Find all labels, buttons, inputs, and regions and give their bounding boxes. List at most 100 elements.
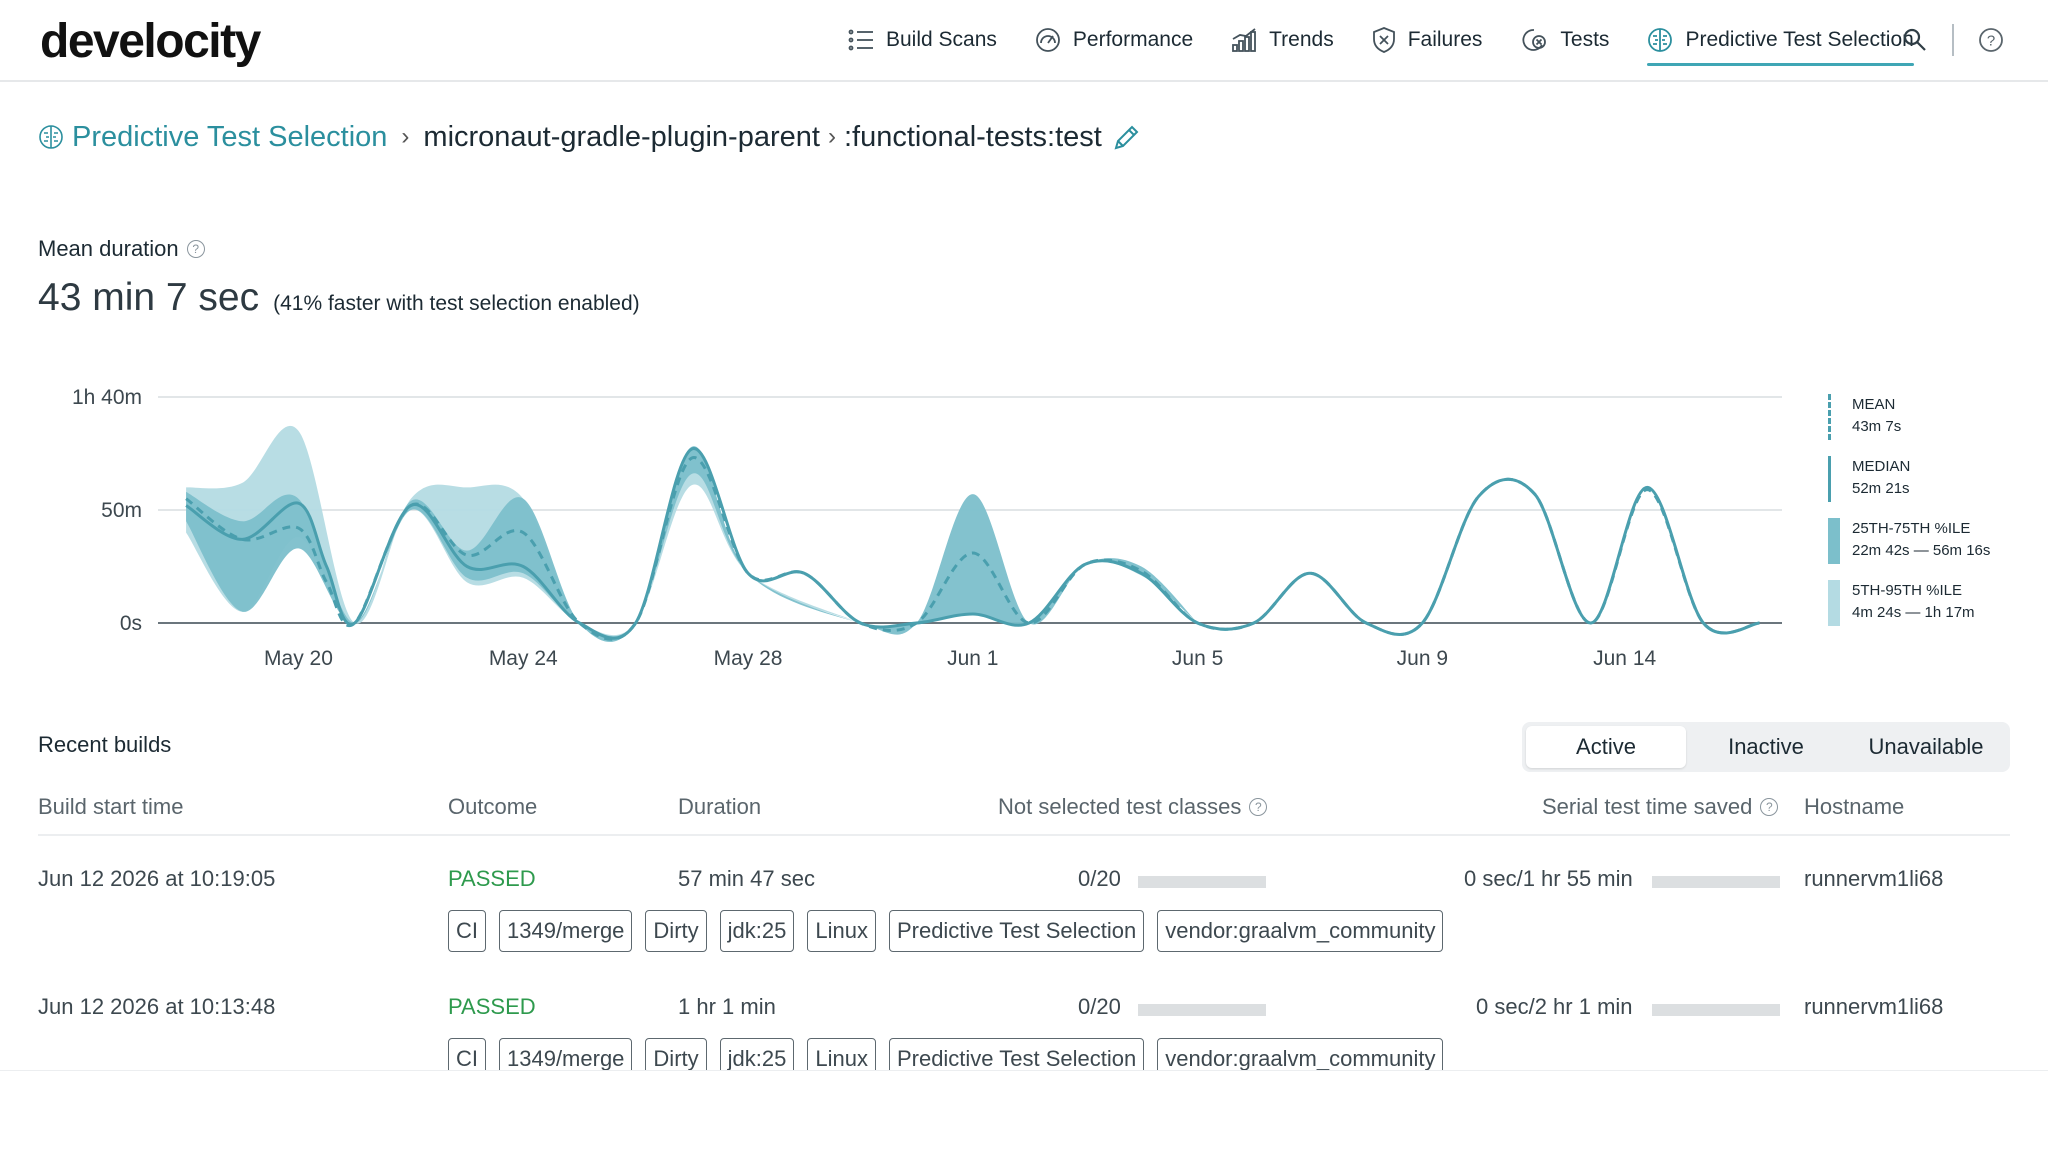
not-selected-progress-bar bbox=[1138, 876, 1266, 888]
build-duration: 57 min 47 sec bbox=[678, 866, 815, 891]
tag-jdk[interactable]: jdk:25 bbox=[719, 910, 795, 952]
svg-text:?: ? bbox=[1987, 33, 1995, 50]
build-start-time[interactable]: Jun 12 2026 at 10:19:05 bbox=[38, 866, 276, 891]
nav-label: Predictive Test Selection bbox=[1685, 28, 1914, 51]
legend-5-95: 5TH-95TH %ILE 4m 24s — 1h 17m bbox=[1828, 580, 1990, 626]
col-not-selected[interactable]: Not selected test classes ? bbox=[998, 794, 1268, 820]
col-not-selected-label: Not selected test classes bbox=[998, 794, 1242, 819]
top-navigation-bar: develocity Build Scans Performance Trend… bbox=[0, 0, 2048, 82]
tag-vendor[interactable]: vendor:graalvm_community bbox=[1157, 910, 1444, 952]
help-icon[interactable]: ? bbox=[1978, 27, 2004, 53]
mean-duration-value: 43 min 7 sec (41% faster with test selec… bbox=[38, 276, 640, 320]
pencil-edit-icon[interactable] bbox=[1112, 122, 1142, 152]
legend-median: MEDIAN 52m 21s bbox=[1828, 456, 1990, 502]
chart-x-axis: May 20 May 24 May 28 Jun 1 Jun 5 Jun 9 Jun 14 bbox=[264, 647, 1656, 670]
table-row[interactable]: Jun 12 2026 at 10:19:05 PASSED 57 min 47… bbox=[38, 866, 2010, 994]
tag-branch[interactable]: 1349/merge bbox=[499, 1038, 633, 1080]
x-tick-label: Jun 1 bbox=[947, 647, 998, 670]
nav-label: Trends bbox=[1269, 28, 1334, 51]
x-tick-label: May 28 bbox=[714, 647, 783, 670]
median-line bbox=[185, 447, 1760, 640]
mean-duration-note: (41% faster with test selection enabled) bbox=[273, 292, 640, 315]
y-tick-label: 1h 40m bbox=[72, 386, 142, 409]
tag-pts[interactable]: Predictive Test Selection bbox=[888, 1038, 1145, 1080]
x-tick-label: Jun 5 bbox=[1172, 647, 1223, 670]
col-build-start-time[interactable]: Build start time bbox=[38, 794, 184, 819]
builds-table-header: Build start time Outcome Duration Not se… bbox=[38, 786, 2010, 836]
filter-active-button[interactable]: Active bbox=[1526, 726, 1686, 768]
filter-inactive-button[interactable]: Inactive bbox=[1728, 734, 1804, 759]
tag-dirty[interactable]: Dirty bbox=[645, 910, 707, 952]
y-tick-label: 0s bbox=[120, 612, 142, 635]
table-row[interactable]: Jun 12 2026 at 10:13:48 PASSED 1 hr 1 mi… bbox=[38, 994, 2010, 1122]
legend-swatch-5-95 bbox=[1828, 580, 1840, 626]
chart-y-axis: 0s 50m 1h 40m bbox=[72, 386, 142, 635]
breadcrumb-project: micronaut-gradle-plugin-parent bbox=[423, 120, 820, 153]
nav-predictive-test-selection[interactable]: Predictive Test Selection bbox=[1647, 0, 1915, 80]
nav-divider bbox=[1952, 24, 1954, 56]
col-outcome[interactable]: Outcome bbox=[448, 794, 538, 819]
legend-iqr-value: 22m 42s — 56m 16s bbox=[1852, 542, 1991, 559]
legend-iqr: 25TH-75TH %ILE 22m 42s — 56m 16s bbox=[1828, 518, 1991, 564]
tag-vendor[interactable]: vendor:graalvm_community bbox=[1157, 1038, 1444, 1080]
mean-duration-label: Mean duration ? bbox=[38, 236, 205, 262]
build-tags: CI 1349/merge Dirty jdk:25 Linux Predict… bbox=[448, 910, 1456, 952]
not-selected-progress-bar bbox=[1138, 1004, 1266, 1016]
nav-label: Failures bbox=[1407, 28, 1483, 51]
x-tick-label: Jun 14 bbox=[1593, 647, 1656, 670]
chart-lines bbox=[185, 447, 1760, 641]
legend-median-label: MEDIAN bbox=[1852, 458, 1911, 475]
shield-x-icon bbox=[1372, 27, 1395, 53]
help-icon[interactable]: ? bbox=[1760, 798, 1779, 816]
x-tick-label: May 24 bbox=[489, 647, 558, 670]
tag-jdk[interactable]: jdk:25 bbox=[719, 1038, 795, 1080]
breadcrumb-root-link[interactable]: Predictive Test Selection bbox=[38, 121, 387, 154]
nav-label: Build Scans bbox=[886, 28, 997, 51]
breadcrumb-root-label: Predictive Test Selection bbox=[72, 120, 388, 153]
breadcrumb-task: :functional-tests:test bbox=[843, 120, 1102, 153]
nav-label: Performance bbox=[1072, 28, 1194, 51]
brain-icon bbox=[39, 125, 63, 149]
chart-legend: MEAN 43m 7s MEDIAN 52m 21s 25TH-75TH %ILE 2… bbox=[1828, 394, 1990, 642]
duration-chart: 0s 50m 1h 40m May 20 May 24 May 28 Jun 1 Jun 5… bbox=[72, 386, 1782, 670]
legend-5-95-value: 4m 24s — 1h 17m bbox=[1852, 604, 1975, 621]
main-nav: Build Scans Performance Trends Failures … bbox=[848, 0, 1952, 80]
not-selected-count: 0/20 bbox=[1078, 866, 1121, 891]
build-outcome: PASSED bbox=[448, 994, 536, 1019]
help-icon[interactable]: ? bbox=[1249, 798, 1268, 816]
page-bottom-area bbox=[0, 1070, 2048, 1152]
brain-icon bbox=[1648, 28, 1673, 52]
tag-ci[interactable]: CI bbox=[448, 910, 486, 952]
tests-icon bbox=[1522, 29, 1547, 51]
legend-median-value: 52m 21s bbox=[1852, 480, 1910, 497]
col-duration[interactable]: Duration bbox=[678, 794, 762, 819]
build-start-time[interactable]: Jun 12 2026 at 10:13:48 bbox=[38, 994, 276, 1019]
percentile-band bbox=[186, 446, 1198, 642]
x-tick-label: May 20 bbox=[264, 647, 333, 670]
nav-build-scans[interactable]: Build Scans bbox=[848, 0, 997, 80]
legend-mean: MEAN 43m 7s bbox=[1828, 394, 1990, 440]
list-icon bbox=[848, 29, 873, 51]
nav-tests[interactable]: Tests bbox=[1520, 0, 1609, 80]
col-serial-time-saved[interactable]: Serial test time saved ? bbox=[1542, 794, 1779, 820]
build-hostname: runnervm1li68 bbox=[1804, 866, 1944, 891]
gauge-icon bbox=[1036, 28, 1060, 52]
tag-os[interactable]: Linux bbox=[807, 910, 876, 952]
legend-iqr-label: 25TH-75TH %ILE bbox=[1852, 520, 1971, 537]
help-icon[interactable]: ? bbox=[186, 240, 205, 258]
breadcrumb: Predictive Test Selection › micronaut-gr… bbox=[38, 117, 1142, 157]
develocity-logo[interactable]: develocity bbox=[40, 15, 261, 68]
y-tick-label: 50m bbox=[101, 499, 142, 522]
filter-unavailable-button[interactable]: Unavailable bbox=[1868, 734, 1984, 759]
nav-trends[interactable]: Trends bbox=[1231, 0, 1334, 80]
build-hostname: runnervm1li68 bbox=[1804, 994, 1944, 1019]
legend-swatch-median bbox=[1828, 456, 1840, 502]
nav-performance[interactable]: Performance bbox=[1035, 0, 1193, 80]
legend-swatch-iqr bbox=[1828, 518, 1840, 564]
build-outcome: PASSED bbox=[448, 866, 536, 891]
col-hostname[interactable]: Hostname bbox=[1804, 794, 1905, 819]
tag-pts[interactable]: Predictive Test Selection bbox=[888, 910, 1145, 952]
tag-branch[interactable]: 1349/merge bbox=[499, 910, 633, 952]
search-icon[interactable] bbox=[1902, 27, 1928, 53]
nav-failures[interactable]: Failures bbox=[1372, 0, 1483, 80]
